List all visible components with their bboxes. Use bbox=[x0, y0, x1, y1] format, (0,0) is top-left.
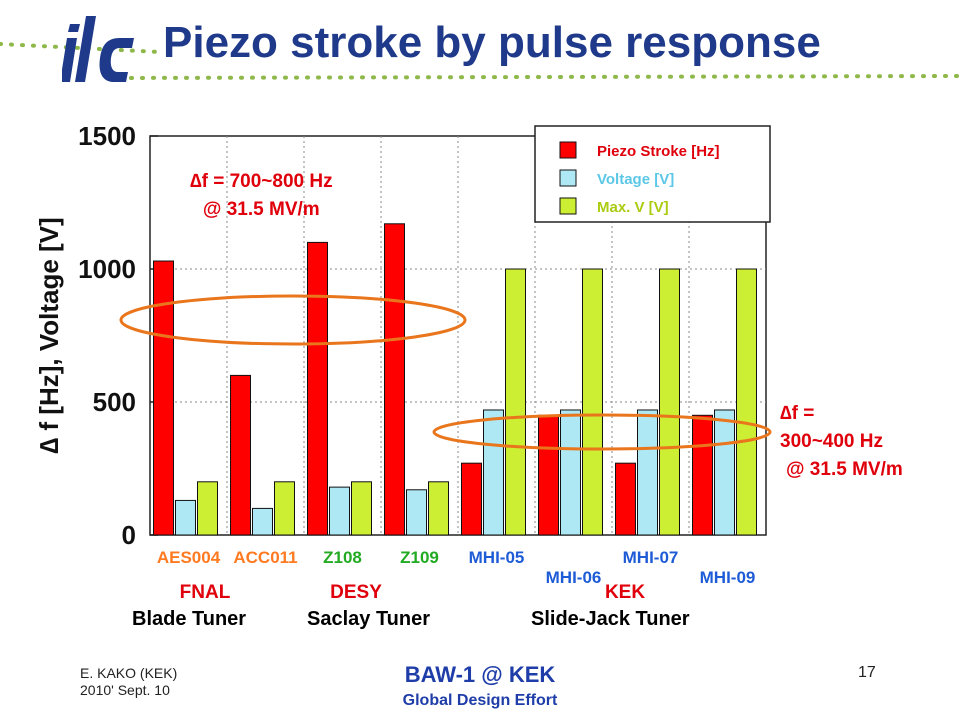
x-tick-label: ACC011 bbox=[233, 548, 297, 567]
legend-swatch bbox=[559, 197, 577, 215]
bar-ACC011-1 bbox=[252, 507, 273, 536]
bar-MHI-09-2 bbox=[736, 268, 757, 536]
group-label: FNAL bbox=[180, 582, 231, 603]
footer-author-name: E. KAKO (KEK) bbox=[80, 665, 178, 681]
x-tick-label: Z109 bbox=[400, 548, 439, 567]
bar-MHI-05-2 bbox=[505, 268, 526, 536]
tuner-label-blade: Blade Tuner bbox=[132, 608, 247, 630]
left-annotation-line2: @ 31.5 MV/m bbox=[202, 199, 320, 220]
footer-date: 2010' Sept. 10 bbox=[80, 682, 170, 698]
y-tick-label: 0 bbox=[122, 520, 136, 550]
bar-Z108-0 bbox=[307, 241, 328, 536]
bar-MHI-06-0 bbox=[538, 414, 559, 536]
y-tick-label: 1500 bbox=[78, 121, 136, 151]
footer-author: E. KAKO (KEK) 2010' Sept. 10 bbox=[80, 665, 177, 699]
legend-label: Voltage [V] bbox=[597, 171, 674, 188]
highlight-ellipse-left bbox=[119, 294, 467, 346]
bar-MHI-05-1 bbox=[483, 409, 504, 536]
x-tick-label: MHI-06 bbox=[546, 568, 602, 587]
bar-AES004-0 bbox=[153, 260, 174, 536]
tuner-label-saclay: Saclay Tuner bbox=[307, 608, 431, 630]
bar-MHI-09-1 bbox=[714, 409, 735, 536]
legend-swatch bbox=[559, 169, 577, 187]
bar-Z109-2 bbox=[428, 481, 449, 536]
y-tick-label: 1000 bbox=[78, 254, 136, 284]
x-tick-label: Z108 bbox=[323, 548, 362, 567]
left-annotation-line1: ∆f = 700~800 Hz bbox=[190, 171, 333, 192]
slide-title: Piezo stroke by pulse response bbox=[163, 18, 821, 67]
bar-Z108-2 bbox=[351, 481, 372, 536]
right-annotation-line2: 300~400 Hz bbox=[780, 431, 883, 452]
legend-label: Max. V [V] bbox=[597, 199, 669, 216]
page-number: 17 bbox=[858, 664, 876, 681]
bar-Z109-1 bbox=[406, 489, 427, 536]
bar-AES004-1 bbox=[175, 499, 196, 536]
bar-MHI-07-1 bbox=[637, 409, 658, 536]
bar-MHI-05-0 bbox=[461, 462, 482, 536]
bar-AES004-2 bbox=[197, 481, 218, 536]
right-annotation-line1: ∆f = bbox=[780, 403, 815, 424]
legend-swatch bbox=[559, 141, 577, 159]
x-tick-label: MHI-05 bbox=[469, 548, 525, 567]
bar-MHI-06-2 bbox=[582, 268, 603, 536]
bar-MHI-07-2 bbox=[659, 268, 680, 536]
highlight-ellipse-right bbox=[432, 413, 772, 451]
footer-center: BAW-1 @ KEK Global Design Effort bbox=[380, 662, 580, 710]
footer-org: Global Design Effort bbox=[402, 692, 558, 709]
tuner-label-slide-jack: Slide-Jack Tuner bbox=[531, 608, 690, 630]
bar-MHI-06-1 bbox=[560, 409, 581, 536]
bar-ACC011-2 bbox=[274, 481, 295, 536]
y-axis-label: ∆ f [Hz], Voltage [V] bbox=[34, 217, 64, 453]
x-tick-label: MHI-07 bbox=[623, 548, 679, 567]
x-tick-label: MHI-09 bbox=[700, 568, 756, 587]
y-tick-label: 500 bbox=[93, 387, 136, 417]
bar-ACC011-0 bbox=[230, 374, 251, 536]
decorative-dots bbox=[0, 42, 960, 80]
right-annotation: ∆f = 300~400 Hz @ 31.5 MV/m bbox=[780, 400, 903, 484]
group-label: KEK bbox=[605, 582, 645, 603]
footer-event: BAW-1 @ KEK bbox=[404, 662, 556, 687]
bar-Z109-0 bbox=[384, 223, 405, 536]
bar-MHI-09-0 bbox=[692, 414, 713, 536]
ilc-logo bbox=[62, 16, 134, 82]
x-tick-label: AES004 bbox=[157, 548, 221, 567]
left-annotation: ∆f = 700~800 Hz @ 31.5 MV/m bbox=[190, 168, 333, 224]
bar-MHI-07-0 bbox=[615, 462, 636, 536]
right-annotation-line3: @ 31.5 MV/m bbox=[786, 459, 903, 480]
bar-Z108-1 bbox=[329, 486, 350, 536]
legend-label: Piezo Stroke [Hz] bbox=[597, 143, 720, 160]
group-label: DESY bbox=[330, 582, 382, 603]
